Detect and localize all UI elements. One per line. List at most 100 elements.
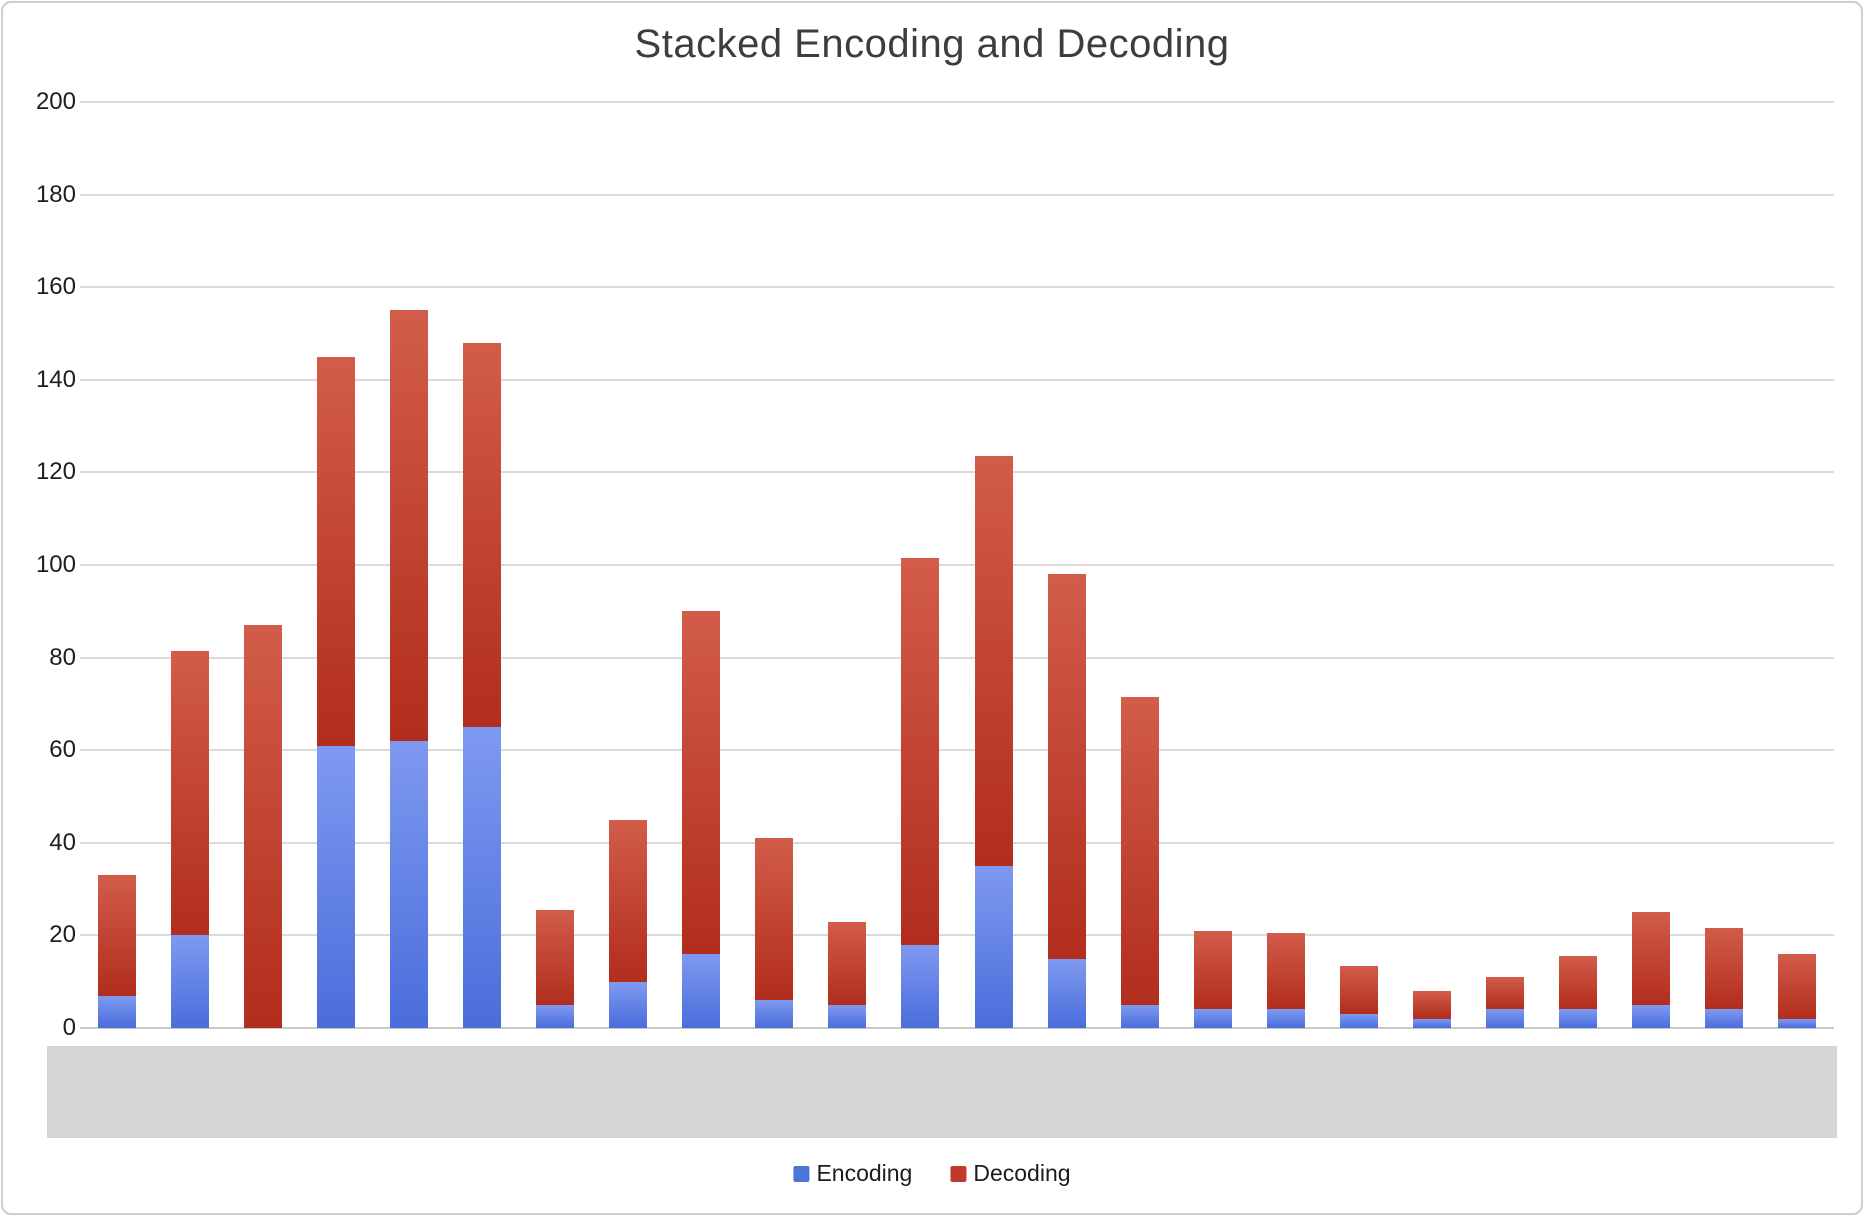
decoding-segment [1266,933,1305,1010]
gridline [80,193,1834,196]
encoding-segment [1778,1018,1817,1028]
bar-group [1413,990,1452,1028]
decoding-segment [1778,953,1817,1019]
bar-group [1047,574,1086,1028]
decoding-segment [170,650,209,936]
y-axis-tick-label: 180 [35,180,76,208]
decoding-segment [1486,977,1525,1010]
y-axis-tick-label: 100 [35,551,76,578]
decoding-segment [1705,928,1744,1010]
bar-group [755,838,794,1028]
decoding-segment [316,356,355,746]
x-axis-label-band [47,1046,1837,1138]
encoding-segment [1413,1018,1452,1028]
decoding-segment [682,611,721,954]
decoding-segment [243,625,282,1028]
bar-group [828,921,867,1028]
bar-group [682,611,721,1028]
legend-label: Encoding [816,1160,913,1186]
bar-group [1705,928,1744,1028]
gridline [80,656,1834,659]
bar-group [1266,933,1305,1028]
encoding-segment [1705,1009,1744,1028]
encoding-segment [1339,1014,1378,1028]
decoding-segment [755,838,794,1001]
gridline [80,378,1834,381]
decoding-segment [609,819,648,982]
decoding-segment [974,456,1013,866]
y-axis-tick-label: 160 [35,273,76,301]
decoding-segment [462,342,501,728]
gridline [80,471,1834,474]
y-axis-tick-label: 200 [35,88,76,115]
encoding-segment [1559,1009,1598,1028]
legend-swatch-decoding-icon [950,1165,967,1182]
gridline [80,841,1834,844]
y-axis-tick-label: 0 [62,1014,76,1041]
encoding-segment [755,1000,794,1028]
decoding-segment [1632,912,1671,1005]
bar-group [243,625,282,1028]
encoding-segment [1047,958,1086,1028]
plot-area: 0 20 40 60 80 100 120 140 160 180 200 [36,88,1834,1041]
decoding-segment [1559,956,1598,1010]
decoding-segment [1193,930,1232,1010]
legend-item-decoding: Decoding [950,1160,1071,1187]
y-axis-tick-label: 40 [49,828,76,856]
bar-group [170,650,209,1028]
legend-item-encoding: Encoding [793,1160,912,1187]
chart-title: Stacked Encoding and Decoding [634,22,1230,66]
decoding-segment [389,310,428,741]
bar-group [316,356,355,1028]
y-axis-tick-label: 140 [35,365,76,393]
bar-group [1120,696,1159,1028]
bar-group [1778,953,1817,1028]
encoding-segment [1632,1004,1671,1028]
encoding-segment [974,865,1013,1028]
encoding-segment [170,935,209,1028]
gridline [80,934,1834,937]
encoding-segment [97,995,136,1028]
encoding-segment [389,740,428,1028]
encoding-segment [901,944,940,1028]
bar-group [1339,965,1378,1028]
encoding-segment [1266,1009,1305,1028]
bar-group [1486,977,1525,1028]
legend-label: Decoding [973,1160,1071,1186]
decoding-segment [901,558,940,945]
encoding-segment [1486,1009,1525,1028]
y-axis-tick-label: 20 [49,921,76,949]
decoding-segment [1120,696,1159,1005]
encoding-segment [1120,1004,1159,1028]
encoding-segment [828,1004,867,1028]
decoding-segment [536,909,575,1005]
decoding-segment [1339,965,1378,1015]
encoding-segment [316,745,355,1028]
bar-group [1632,912,1671,1028]
encoding-segment [682,953,721,1028]
bar-group [974,456,1013,1028]
bar-group [901,558,940,1028]
legend: Encoding Decoding [793,1160,1071,1187]
x-axis-baseline [80,1027,1834,1029]
bar-group [609,819,648,1028]
y-axis-tick-label: 60 [49,736,76,764]
y-axis-tick-label: 120 [35,458,76,486]
gridline [80,564,1834,566]
encoding-segment [536,1004,575,1028]
encoding-segment [1193,1009,1232,1028]
encoding-segment [609,981,648,1028]
legend-swatch-encoding-icon [793,1165,810,1182]
bar-group [389,310,428,1028]
gridline [80,101,1834,103]
bar-group [1193,930,1232,1028]
encoding-segment [462,727,501,1028]
bar-group [462,342,501,1028]
decoding-segment [1413,990,1452,1019]
bar-group [1559,956,1598,1028]
decoding-segment [828,921,867,1005]
gridline [80,749,1834,752]
bar-group [97,875,136,1028]
